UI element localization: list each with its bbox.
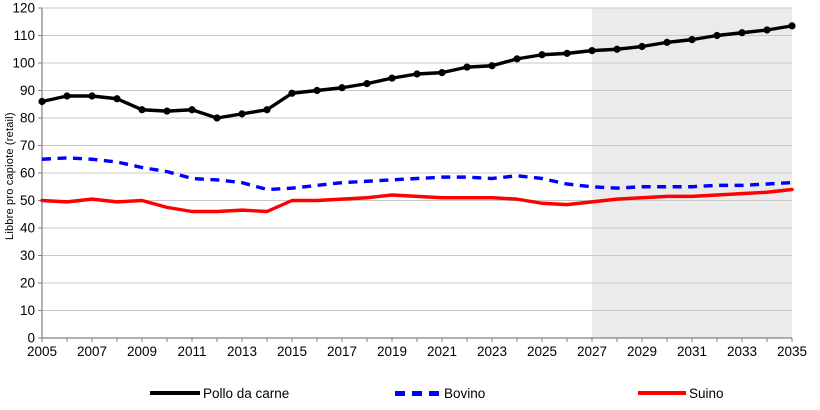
y-tick-label: 40 (20, 221, 35, 236)
x-tick-label: 2013 (227, 344, 257, 359)
y-tick-label: 70 (20, 138, 35, 153)
data-point-pollo-da-carne (488, 62, 496, 70)
series-line-bovino (41, 156, 793, 192)
x-tick-label: 2021 (427, 344, 457, 359)
x-tick-label: 2023 (477, 344, 507, 359)
data-point-pollo-da-carne (538, 51, 546, 59)
data-point-pollo-da-carne (238, 110, 246, 118)
y-tick-label: 90 (20, 83, 35, 98)
data-point-pollo-da-carne (588, 47, 596, 55)
pollo-da-carne-line-sample-icon (150, 390, 200, 396)
data-point-pollo-da-carne (138, 106, 146, 114)
x-tick-label: 2005 (27, 344, 57, 359)
data-point-pollo-da-carne (313, 86, 321, 95)
legend-label-bovino: Bovino (444, 385, 486, 401)
y-tick-label: 0 (27, 331, 35, 346)
x-tick-label: 2025 (527, 344, 557, 359)
data-point-pollo-da-carne (413, 70, 421, 78)
data-point-pollo-da-carne (163, 107, 171, 115)
y-tick-label: 80 (20, 111, 35, 126)
y-tick-label: 110 (13, 28, 35, 43)
data-point-pollo-da-carne (713, 31, 721, 40)
x-tick-label: 2027 (577, 344, 607, 359)
y-tick-label: 20 (20, 276, 35, 291)
data-point-pollo-da-carne (88, 92, 96, 100)
y-tick-label: 10 (20, 303, 35, 318)
legend-item-suino: Suino (638, 383, 724, 403)
data-point-pollo-da-carne (763, 26, 771, 34)
legend-label-suino: Suino (689, 385, 724, 401)
data-point-pollo-da-carne (188, 106, 196, 114)
data-point-pollo-da-carne (288, 89, 296, 97)
y-axis-title: Libbre pro capiote (retail) (4, 112, 16, 240)
y-tick-label: 60 (20, 166, 35, 181)
data-point-pollo-da-carne (388, 74, 396, 82)
data-point-pollo-da-carne (38, 97, 46, 106)
data-point-pollo-da-carne (63, 92, 71, 100)
y-tick-label: 120 (12, 1, 35, 16)
data-point-pollo-da-carne (438, 69, 446, 77)
data-point-pollo-da-carne (613, 45, 621, 53)
y-tick-label: 50 (20, 193, 35, 208)
x-tick-label: 2033 (727, 344, 757, 359)
data-point-pollo-da-carne (563, 49, 571, 57)
legend-item-bovino: Bovino (395, 383, 485, 403)
suino-line-sample-icon (638, 390, 686, 396)
data-point-pollo-da-carne (788, 22, 796, 30)
y-tick-label: 100 (12, 56, 35, 71)
data-point-pollo-da-carne (513, 55, 521, 63)
legend-item-pollo-da-carne: Pollo da carne (150, 383, 289, 403)
x-tick-label: 2007 (77, 344, 107, 359)
data-point-pollo-da-carne (338, 84, 346, 92)
x-tick-label: 2029 (627, 344, 657, 359)
x-tick-label: 2031 (677, 344, 707, 359)
series-line-suino (40, 187, 794, 214)
data-point-pollo-da-carne (463, 63, 471, 71)
x-tick-label: 2017 (327, 344, 357, 359)
y-tick-label: 30 (20, 248, 35, 263)
bovino-dashed-line-sample-icon (395, 390, 441, 396)
x-tick-label: 2009 (127, 344, 157, 359)
data-point-pollo-da-carne (363, 80, 371, 88)
data-point-pollo-da-carne (263, 106, 271, 114)
x-tick-label: 2015 (277, 344, 307, 359)
data-point-pollo-da-carne (663, 38, 671, 46)
legend-label-pollo-da-carne: Pollo da carne (203, 385, 290, 401)
data-point-pollo-da-carne (213, 114, 221, 122)
x-tick-label: 2019 (377, 344, 407, 359)
data-point-pollo-da-carne (113, 95, 121, 103)
x-tick-label: 2011 (177, 344, 206, 359)
data-point-pollo-da-carne (738, 29, 746, 37)
data-point-pollo-da-carne (688, 36, 696, 44)
data-point-pollo-da-carne (638, 42, 646, 51)
legend: Pollo da carne Bovino Suino (0, 383, 820, 407)
x-tick-label: 2035 (777, 344, 807, 359)
